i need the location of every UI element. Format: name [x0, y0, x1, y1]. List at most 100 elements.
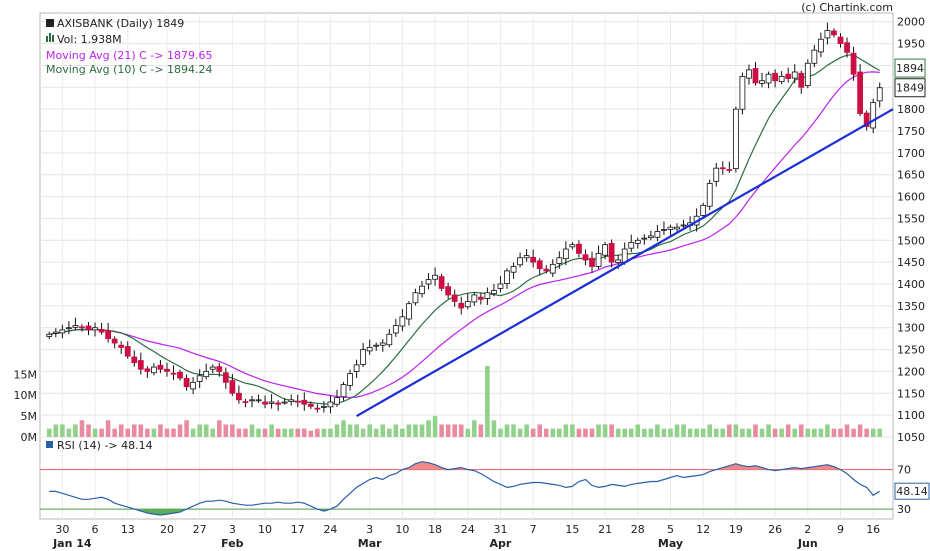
candlestick — [190, 377, 197, 395]
rsi-tick-label: 70 — [897, 464, 911, 477]
price-tick-label: 1050 — [897, 431, 925, 444]
candle-body — [615, 259, 622, 263]
price-tick-label: 1450 — [897, 256, 925, 269]
candlestick — [144, 366, 151, 378]
candlestick — [451, 289, 458, 307]
volume-bar — [635, 424, 641, 437]
volume-bar — [282, 428, 287, 437]
candle-body — [222, 372, 229, 383]
candle-body — [59, 329, 66, 334]
volume-bar — [694, 428, 699, 437]
candlestick — [759, 72, 765, 88]
price-badge: 1849 — [894, 78, 926, 98]
volume-bar — [740, 428, 745, 437]
candle-body — [347, 373, 353, 386]
volume-bar — [315, 428, 320, 437]
candlestick — [732, 106, 739, 173]
candlestick — [111, 336, 118, 349]
candlestick — [379, 339, 386, 352]
volume-bar — [576, 428, 582, 437]
volume-bar — [805, 428, 811, 437]
candle-body — [464, 301, 471, 308]
candle-body — [294, 400, 301, 403]
copyright-text[interactable]: (c) Chartink.com — [801, 1, 893, 14]
volume-bar — [785, 424, 791, 437]
candlestick — [765, 71, 772, 89]
price-badge: 1894 — [894, 58, 926, 78]
candlestick — [667, 224, 674, 236]
candlestick — [739, 72, 746, 115]
date-tick-label: 6 — [92, 523, 99, 536]
candlestick — [726, 161, 733, 173]
volume-bar — [713, 428, 719, 437]
volume-bar — [661, 428, 667, 437]
volume-bar — [766, 424, 771, 437]
candle-body — [406, 303, 412, 320]
candlestick — [654, 225, 661, 242]
date-tick-label: 7 — [530, 523, 537, 536]
candle-body — [497, 283, 504, 289]
candlestick — [288, 394, 295, 406]
candlestick — [124, 341, 131, 359]
price-tick-label: 1300 — [897, 322, 925, 335]
volume-bar — [485, 366, 490, 437]
volume-bar — [517, 428, 523, 437]
candlestick — [373, 342, 380, 351]
candlestick — [438, 273, 445, 292]
candlestick — [412, 288, 419, 306]
candlestick — [700, 202, 707, 219]
candlestick — [177, 369, 183, 381]
volume-bar — [190, 428, 196, 437]
volume-bar — [203, 424, 209, 437]
candle-body — [791, 71, 798, 79]
candle-body — [876, 87, 883, 102]
candlestick — [66, 321, 72, 335]
candlestick — [203, 363, 210, 380]
candle-body — [360, 349, 367, 365]
legend: AXISBANK (Daily) 1849 Vol: 1.938M Moving… — [46, 17, 213, 76]
candle-body — [419, 285, 425, 295]
volume-bar — [602, 424, 608, 437]
candle-body — [249, 399, 255, 402]
candlestick — [706, 179, 713, 211]
candle-body — [366, 346, 373, 352]
candlestick — [419, 280, 425, 298]
candlestick — [314, 404, 321, 413]
candlestick — [798, 70, 805, 94]
volume-bar — [419, 424, 425, 437]
candle-body — [549, 263, 556, 274]
date-tick-label: 2 — [804, 523, 811, 536]
volume-bar — [223, 424, 229, 437]
volume-bar — [131, 424, 137, 437]
price-tick-label: 2000 — [897, 16, 925, 29]
volume-tick-label: 15M — [14, 368, 38, 381]
candle-body — [164, 368, 170, 372]
candlestick — [386, 329, 393, 348]
volume-bar — [210, 428, 216, 437]
rsi-badge-box — [894, 482, 930, 500]
trend-line — [356, 108, 894, 417]
volume-bar — [674, 424, 680, 437]
candlestick — [582, 249, 589, 266]
candle-body — [72, 325, 79, 328]
date-tick-label: 3 — [229, 523, 236, 536]
candlestick — [170, 365, 177, 381]
date-tick-label: 21 — [598, 523, 612, 536]
volume-tick-label: 5M — [21, 410, 38, 423]
candlestick — [327, 395, 334, 414]
candle-body — [602, 244, 608, 256]
volume-bar — [46, 428, 52, 437]
rsi-badge-label: 48.14 — [896, 485, 928, 498]
date-tick-label: 3 — [366, 523, 373, 536]
candlestick — [857, 64, 863, 117]
volume-bar — [838, 428, 843, 437]
candlestick — [752, 61, 759, 86]
candle-body — [66, 327, 72, 330]
volume-bar — [138, 424, 144, 437]
candlestick — [589, 251, 595, 274]
volume-bar — [720, 428, 726, 437]
candlestick — [52, 328, 59, 338]
candlestick — [746, 64, 752, 85]
rsi-overbought-fill — [49, 461, 880, 470]
volume-bar — [818, 428, 824, 437]
